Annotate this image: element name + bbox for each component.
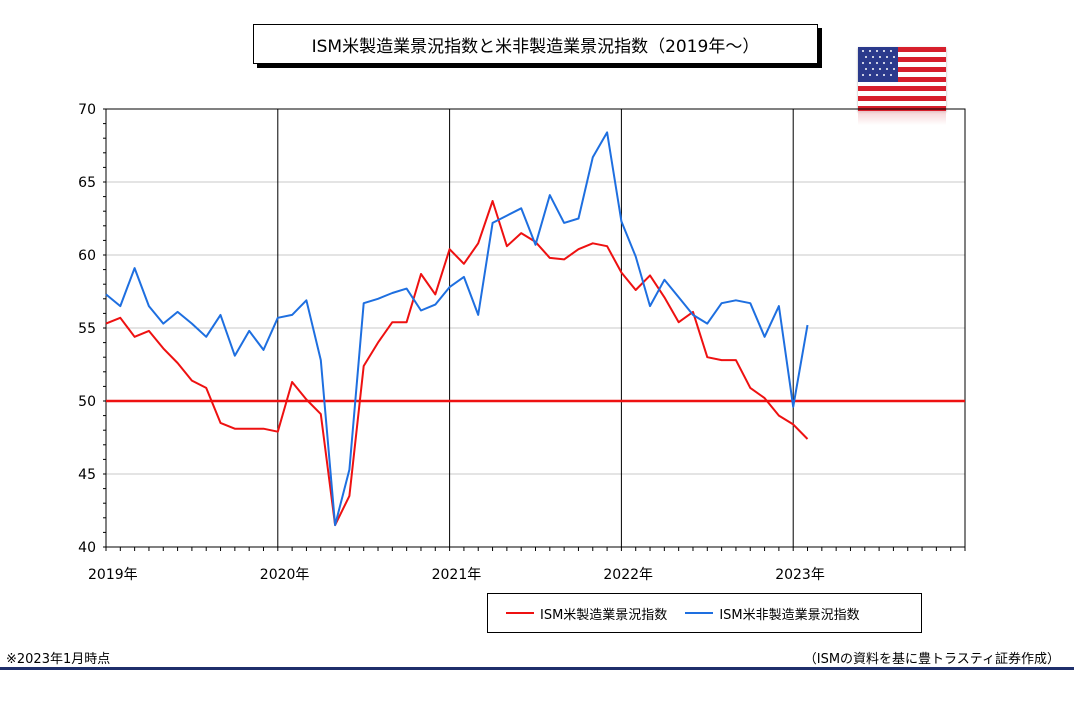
y-tick-label: 45 [78, 467, 96, 483]
x-year-label: 2023年 [775, 567, 825, 583]
legend-swatch-manufacturing [506, 612, 534, 614]
y-tick-label: 50 [78, 394, 96, 410]
footnote-source: （ISMの資料を基に豊トラスティ証券作成） [803, 652, 1060, 667]
y-tick-label: 60 [78, 248, 96, 264]
legend-item-manufacturing: ISM米製造業景況指数 [488, 604, 667, 623]
legend-label-non-manufacturing: ISM米非製造業景況指数 [719, 607, 860, 623]
chart-legend: ISM米製造業景況指数 ISM米非製造業景況指数 [487, 593, 922, 633]
y-tick-label: 70 [78, 102, 96, 118]
y-tick-label: 65 [78, 175, 96, 191]
x-year-label: 2021年 [432, 567, 482, 583]
flag-reflection [858, 111, 946, 125]
manufacturing-series-line [105, 200, 809, 527]
y-tick-label: 40 [78, 540, 96, 556]
x-year-label: 2020年 [260, 567, 310, 583]
legend-item-non-manufacturing: ISM米非製造業景況指数 [667, 604, 860, 623]
footer-rule [0, 667, 1074, 670]
y-tick-label: 55 [78, 321, 96, 337]
non-manufacturing-series-line [105, 131, 809, 527]
x-year-label: 2019年 [88, 567, 138, 583]
chart-title: ISM米製造業景況指数と米非製造業景況指数（2019年～） [253, 24, 818, 64]
legend-label-manufacturing: ISM米製造業景況指数 [540, 607, 668, 623]
footnote-date: ※2023年1月時点 [6, 652, 111, 667]
legend-swatch-non-manufacturing [685, 612, 714, 614]
x-year-label: 2022年 [603, 567, 653, 583]
